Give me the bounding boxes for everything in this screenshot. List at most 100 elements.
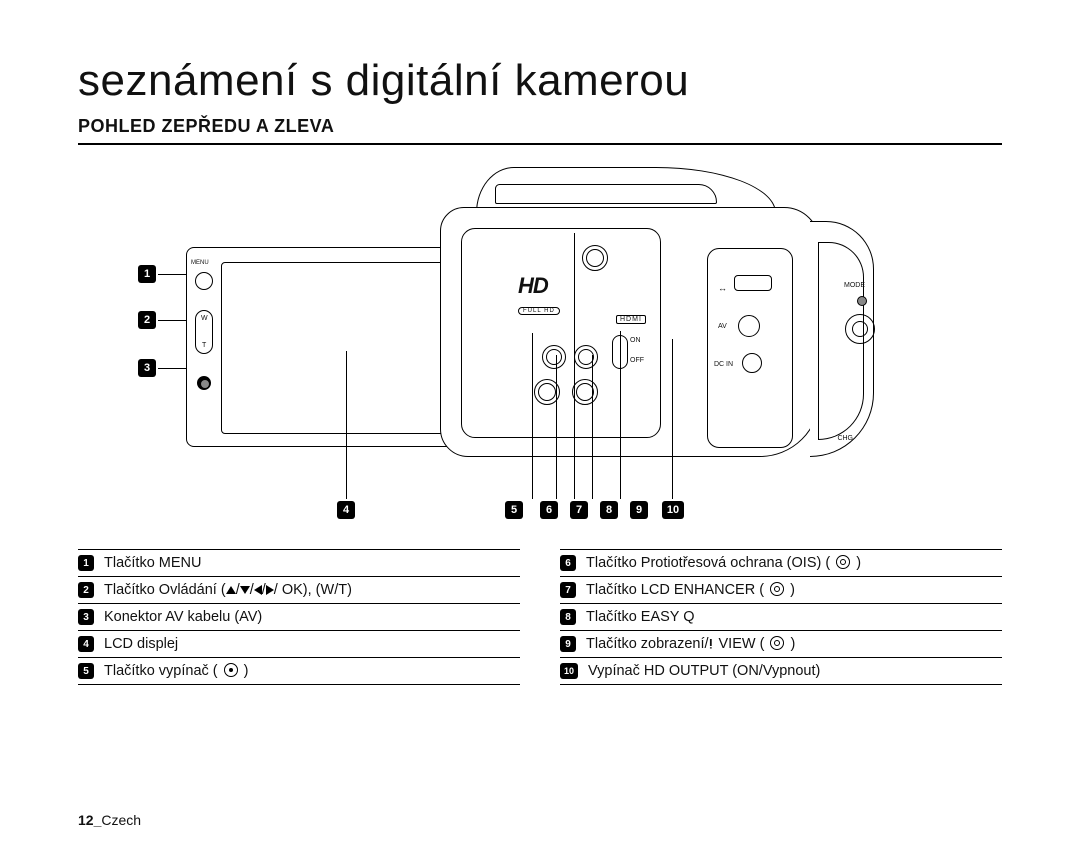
dcin-port: [742, 353, 762, 373]
rec-indicator-icon: [857, 296, 867, 306]
legend-num: 9: [560, 636, 576, 652]
av-label: AV: [718, 323, 727, 330]
zoom-w-label: W: [201, 315, 208, 322]
page-title: seznámení s digitální kamerou: [78, 56, 1002, 106]
callout-10: 10: [662, 501, 684, 519]
triangle-right-icon: [266, 585, 274, 595]
legend-row: 3 Konektor AV kabelu (AV): [78, 604, 520, 631]
zoom-t-label: T: [202, 342, 206, 349]
legend-row: 1 Tlačítko MENU: [78, 549, 520, 577]
camera-body: HD FULL HD HDMI ON OFF: [440, 167, 880, 487]
camera-diagram: 1 2 3 MENU W T: [80, 159, 1000, 539]
control-panel: HD FULL HD HDMI ON OFF: [461, 228, 661, 438]
legend-text: Tlačítko EASY Q: [586, 609, 695, 625]
legend-row: 8 Tlačítko EASY Q: [560, 604, 1002, 631]
hd-text: HD: [518, 273, 596, 299]
callout-9: 9: [630, 501, 648, 519]
legend-col-right: 6 Tlačítko Protiotřesová ochrana (OIS) (…: [560, 549, 1002, 685]
menu-button-icon: [195, 272, 213, 290]
legend-row: 10 Vypínač HD OUTPUT (ON/Vypnout): [560, 658, 1002, 685]
view-button-icon: [572, 379, 598, 405]
off-label: OFF: [630, 357, 644, 364]
mode-dial-icon: [845, 314, 875, 344]
legend-row: 5 Tlačítko vypínač ( ): [78, 658, 520, 685]
page-lang: Czech: [101, 812, 141, 828]
iview-icon: [709, 638, 719, 650]
mode-label: MODE: [844, 282, 865, 289]
callout-2: 2: [138, 311, 156, 329]
legend-num: 2: [78, 582, 94, 598]
callout-1: 1: [138, 265, 156, 283]
lcd-frame: MENU W T: [186, 247, 466, 447]
lcd-screen: [221, 262, 451, 434]
legend-text: Tlačítko MENU: [104, 555, 202, 571]
legend-text: Vypínač HD OUTPUT (ON/Vypnout): [588, 663, 820, 679]
av-port: [738, 315, 760, 337]
callout-7: 7: [570, 501, 588, 519]
manual-page: seznámení s digitální kamerou POHLED ZEP…: [0, 0, 1080, 868]
legend-num: 1: [78, 555, 94, 571]
power-button-icon: [582, 245, 608, 271]
leader-line: [672, 339, 673, 499]
power-icon: [224, 663, 238, 677]
legend-num: 3: [78, 609, 94, 625]
dcin-label: DC IN: [714, 361, 733, 368]
triangle-up-icon: [226, 586, 236, 594]
hd-logo: HD FULL HD: [518, 273, 596, 317]
legend-row: 7 Tlačítko LCD ENHANCER ( ): [560, 577, 1002, 604]
legend-text: Tlačítko vypínač ( ): [104, 663, 249, 679]
enhancer-icon: [770, 582, 784, 596]
section-heading: POHLED ZEPŘEDU A ZLEVA: [78, 116, 1002, 145]
callout-6: 6: [540, 501, 558, 519]
legend-num: 8: [560, 609, 576, 625]
callout-5: 5: [505, 501, 523, 519]
callout-8: 8: [600, 501, 618, 519]
legend: 1 Tlačítko MENU 2 Tlačítko Ovládání (///…: [78, 549, 1002, 685]
page-footer: 12_Czech: [78, 812, 141, 828]
hand-grip: MODE CHG: [810, 221, 874, 457]
chg-label: CHG: [837, 435, 853, 442]
legend-row: 9 Tlačítko zobrazení/VIEW ( ): [560, 631, 1002, 658]
legend-text: Tlačítko LCD ENHANCER ( ): [586, 582, 795, 598]
usb-port: [734, 275, 772, 291]
legend-text: LCD displej: [104, 636, 178, 652]
legend-num: 5: [78, 663, 94, 679]
legend-row: 2 Tlačítko Ovládání (//// OK), (W/T): [78, 577, 520, 604]
on-label: ON: [630, 337, 641, 344]
rec-button-icon: [197, 376, 211, 390]
legend-text: Tlačítko zobrazení/VIEW ( ): [586, 636, 795, 652]
legend-num: 4: [78, 636, 94, 652]
leader-line: [620, 331, 621, 499]
view-icon: [770, 636, 784, 650]
leader-line: [556, 355, 557, 499]
triangle-down-icon: [240, 586, 250, 594]
ois-button-icon: [542, 345, 566, 369]
legend-num: 10: [560, 663, 578, 679]
leader-line: [532, 333, 533, 499]
legend-col-left: 1 Tlačítko MENU 2 Tlačítko Ovládání (///…: [78, 549, 520, 685]
camera-side: HD FULL HD HDMI ON OFF: [440, 207, 820, 457]
leader-line: [346, 351, 347, 499]
legend-text: Konektor AV kabelu (AV): [104, 609, 262, 625]
legend-row: 4 LCD displej: [78, 631, 520, 658]
hd-sub: FULL HD: [518, 307, 560, 315]
legend-text: Tlačítko Protiotřesová ochrana (OIS) ( ): [586, 555, 861, 571]
port-cover: ↔ AV DC IN: [707, 248, 793, 448]
legend-row: 6 Tlačítko Protiotřesová ochrana (OIS) (…: [560, 549, 1002, 577]
menu-label: MENU: [191, 260, 209, 266]
callout-row: 4 5 6 7 8 9 10: [80, 501, 1000, 531]
leader-line: [574, 233, 575, 499]
hdmi-label: HDMI: [616, 315, 646, 324]
usb-icon: ↔: [718, 283, 727, 293]
lcd-panel: MENU W T: [186, 247, 466, 447]
zoom-rocker-icon: W T: [195, 310, 213, 354]
enhancer-button-icon: [574, 345, 598, 369]
callout-4: 4: [337, 501, 355, 519]
leader-line: [592, 355, 593, 499]
callout-3: 3: [138, 359, 156, 377]
legend-num: 6: [560, 555, 576, 571]
ois-icon: [836, 555, 850, 569]
page-number: 12_: [78, 812, 101, 828]
legend-text: Tlačítko Ovládání (//// OK), (W/T): [104, 582, 352, 598]
triangle-left-icon: [254, 585, 262, 595]
